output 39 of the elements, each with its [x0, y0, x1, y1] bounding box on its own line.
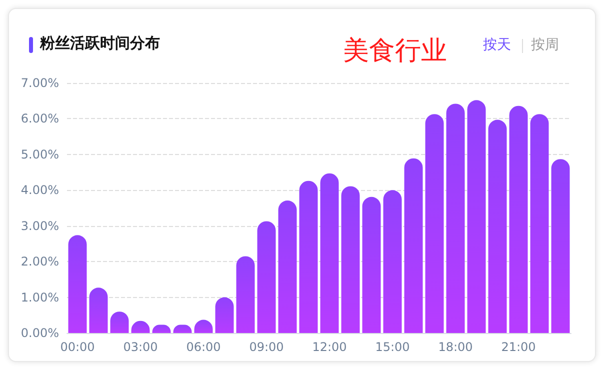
- x-tick-label: 09:00: [249, 340, 284, 354]
- x-tick-label: 03:00: [123, 340, 158, 354]
- y-tick-label: 0.00%: [20, 326, 59, 340]
- bar: [530, 114, 549, 333]
- bar: [551, 159, 570, 333]
- text: 按周: [531, 36, 559, 54]
- bar: [68, 235, 87, 333]
- bar: [488, 120, 507, 333]
- bar: [89, 288, 108, 333]
- bar: [215, 297, 234, 333]
- bar: [446, 104, 465, 333]
- chart-title: 粉丝活跃时间分布: [40, 34, 160, 53]
- text: 按天: [483, 36, 511, 54]
- bar: [341, 186, 360, 333]
- y-tick-label: 3.00%: [20, 218, 59, 233]
- bar: [320, 173, 339, 333]
- y-tick-label: 5.00%: [20, 147, 59, 162]
- bar: [467, 100, 486, 333]
- text: 美食行业: [343, 35, 447, 68]
- x-tick-label: 18:00: [438, 340, 473, 354]
- y-tick-label: 4.00%: [20, 183, 59, 198]
- y-tick-label: 1.00%: [20, 290, 59, 304]
- x-tick-label: 00:00: [60, 340, 95, 354]
- bar: [299, 180, 318, 333]
- bar: [404, 158, 423, 333]
- bar: [278, 200, 297, 333]
- bar: [362, 196, 381, 333]
- bar: [257, 221, 276, 333]
- x-tick-label: 21:00: [501, 340, 536, 354]
- bar: [425, 114, 444, 333]
- x-tick-label: 15:00: [375, 340, 410, 354]
- x-tick-label: 12:00: [312, 340, 347, 354]
- y-tick-label: 6.00%: [20, 112, 59, 126]
- y-tick-label: 2.00%: [20, 254, 59, 269]
- bar: [509, 106, 528, 333]
- bar: [383, 190, 402, 333]
- x-tick-label: 06:00: [186, 340, 221, 354]
- y-tick-label: 7.00%: [20, 76, 59, 90]
- bar: [236, 256, 255, 333]
